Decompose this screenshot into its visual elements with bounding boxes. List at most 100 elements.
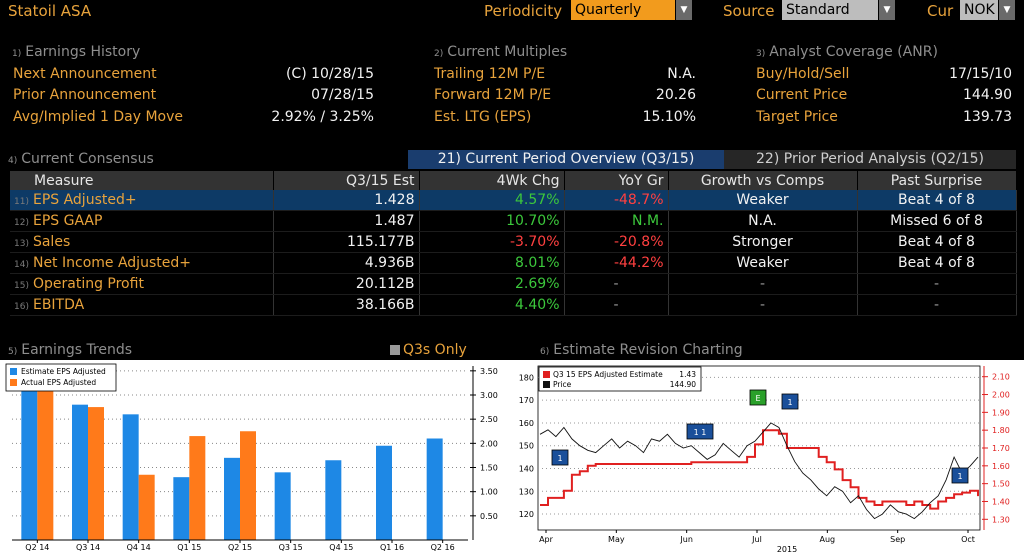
- consensus-header-row: Measure Q3/15 Est 4Wk Chg YoY Gr Growth …: [10, 171, 1017, 190]
- right-tick-label: 1.60: [992, 462, 1010, 471]
- measure-cell[interactable]: 16) EBITDA: [10, 294, 274, 316]
- consensus-row[interactable]: 14) Net Income Adjusted+ 4.936B 8.01% -44.2%…: [10, 252, 1017, 274]
- legend-swatch: [543, 381, 550, 388]
- periodicity-select[interactable]: Quarterly: [571, 0, 675, 20]
- x-tick-label: Q2 16: [431, 543, 455, 552]
- earnings-trends-title[interactable]: 5) Earnings Trends: [8, 342, 133, 358]
- consensus-row[interactable]: 11) EPS Adjusted+ 1.428 4.57% -48.7% Weaker Be…: [10, 190, 1017, 211]
- yoy-gr-cell: -48.7%: [564, 190, 669, 211]
- right-tick-label: 2.00: [992, 391, 1010, 400]
- ac-label-0: Buy/Hold/Sell: [756, 66, 850, 82]
- x-tick-label: Q3 14: [76, 543, 100, 552]
- current-consensus-title[interactable]: 4) Current Consensus: [8, 151, 154, 167]
- source-dropdown-icon[interactable]: ▼: [879, 0, 895, 20]
- past-surprise-cell: -: [857, 294, 1017, 316]
- yoy-gr-cell: -44.2%: [564, 252, 669, 274]
- periodicity-label: Periodicity: [484, 2, 563, 20]
- past-surprise-cell: Beat 4 of 8: [857, 190, 1017, 211]
- ac-label-2: Target Price: [756, 109, 838, 125]
- bar-estimate: [224, 457, 240, 540]
- earnings-history-title[interactable]: 1) Earnings History: [12, 44, 141, 60]
- col-yoy-gr[interactable]: YoY Gr: [564, 171, 669, 190]
- measure-cell[interactable]: 11) EPS Adjusted+: [10, 190, 274, 211]
- col-estimate[interactable]: Q3/15 Est: [273, 171, 420, 190]
- source-select[interactable]: Standard: [782, 0, 878, 20]
- left-tick-label: 160: [519, 419, 534, 428]
- event-marker-label: 1: [557, 454, 562, 463]
- growth-vs-comps-cell: Weaker: [668, 252, 858, 274]
- analyst-coverage-title[interactable]: 3) Analyst Coverage (ANR): [756, 44, 938, 60]
- measure-label: EPS Adjusted+: [32, 192, 137, 208]
- current-multiples-title[interactable]: 2) Current Multiples: [434, 44, 568, 60]
- x-tick-label: Q4 15: [329, 543, 353, 552]
- past-surprise-cell: Beat 4 of 8: [857, 252, 1017, 274]
- y-tick-label: 3.00: [480, 391, 498, 400]
- source-label: Source: [723, 2, 775, 20]
- estimate-cell: 1.428: [273, 190, 420, 211]
- measure-cell[interactable]: 15) Operating Profit: [10, 273, 274, 295]
- bar-actual: [138, 474, 155, 540]
- right-tick-label: 1.30: [992, 515, 1010, 524]
- yoy-gr-cell: N.M.: [564, 210, 669, 232]
- periodicity-dropdown-icon[interactable]: ▼: [676, 0, 692, 20]
- legend-swatch: [10, 368, 17, 375]
- growth-vs-comps-cell: Weaker: [668, 190, 858, 211]
- left-tick-label: 180: [519, 373, 534, 382]
- cm-label-0: Trailing 12M P/E: [434, 66, 546, 82]
- line-legend-box: [538, 366, 702, 392]
- bar-legend-box: [5, 363, 117, 392]
- x-year-label: 2015: [777, 545, 797, 554]
- row-number: 11): [14, 197, 29, 207]
- currency-dropdown-icon[interactable]: ▼: [999, 0, 1015, 20]
- estimate-cell: 20.112B: [273, 273, 420, 295]
- x-tick-label: Q3 15: [279, 543, 303, 552]
- x-tick-label: Sep: [890, 535, 905, 544]
- estimate-cell: 38.166B: [273, 294, 420, 316]
- consensus-row[interactable]: 15) Operating Profit 20.112B 2.69% - - -: [10, 273, 1017, 295]
- tab-current-period[interactable]: 21) Current Period Overview (Q3/15): [408, 150, 724, 169]
- currency-select[interactable]: NOK: [960, 0, 998, 20]
- x-tick-label: Q1 15: [177, 543, 201, 552]
- bar-actual: [189, 436, 206, 540]
- 4wk-chg-cell: -3.70%: [419, 231, 565, 253]
- measure-cell[interactable]: 14) Net Income Adjusted+: [10, 252, 274, 274]
- consensus-row[interactable]: 16) EBITDA 38.166B 4.40% - - -: [10, 294, 1017, 316]
- tab-prior-period[interactable]: 22) Prior Period Analysis (Q2/15): [724, 150, 1016, 169]
- bar-estimate: [72, 404, 88, 540]
- cm-label-2: Est. LTG (EPS): [434, 109, 532, 125]
- legend-swatch: [10, 379, 17, 386]
- measure-cell[interactable]: 12) EPS GAAP: [10, 210, 274, 232]
- row-number: 12): [14, 218, 29, 228]
- price-line: [539, 422, 979, 520]
- eh-label-0: Next Announcement: [13, 66, 157, 82]
- growth-vs-comps-cell: -: [668, 294, 858, 316]
- consensus-row[interactable]: 12) EPS GAAP 1.487 10.70% N.M. N.A. Missed 6 o…: [10, 210, 1017, 232]
- estimate-cell: 115.177B: [273, 231, 420, 253]
- consensus-table: Measure Q3/15 Est 4Wk Chg YoY Gr Growth …: [10, 171, 1017, 316]
- event-marker-label: 1: [957, 472, 962, 481]
- x-tick-label: Jul: [751, 535, 762, 544]
- revision-charting-title[interactable]: 6) Estimate Revision Charting: [540, 342, 743, 358]
- x-tick-label: Oct: [961, 535, 975, 544]
- bar-estimate: [274, 472, 291, 540]
- row-number: 13): [14, 239, 29, 249]
- col-4wk-chg[interactable]: 4Wk Chg: [419, 171, 565, 190]
- row-number: 16): [14, 302, 29, 312]
- company-name: Statoil ASA: [8, 2, 92, 20]
- measure-cell[interactable]: 13) Sales: [10, 231, 274, 253]
- col-growth-vs-comps[interactable]: Growth vs Comps: [668, 171, 858, 190]
- consensus-row[interactable]: 13) Sales 115.177B -3.70% -20.8% Stronger Beat…: [10, 231, 1017, 253]
- yoy-gr-cell: -: [564, 294, 669, 316]
- 4wk-chg-cell: 8.01%: [419, 252, 565, 274]
- event-marker-label: 1: [787, 398, 792, 407]
- col-measure[interactable]: Measure: [10, 171, 274, 190]
- y-tick-label: 1.00: [480, 488, 498, 497]
- q3s-only-checkbox[interactable]: [390, 345, 400, 355]
- cm-label-1: Forward 12M P/E: [434, 87, 552, 103]
- col-past-surprise[interactable]: Past Surprise: [857, 171, 1017, 190]
- q3s-only-label: Q3s Only: [403, 342, 467, 358]
- q3s-only-toggle[interactable]: Q3s Only: [390, 342, 467, 358]
- eh-label-2: Avg/Implied 1 Day Move: [13, 109, 184, 125]
- measure-label: EBITDA: [32, 297, 85, 313]
- bar-estimate: [21, 370, 38, 540]
